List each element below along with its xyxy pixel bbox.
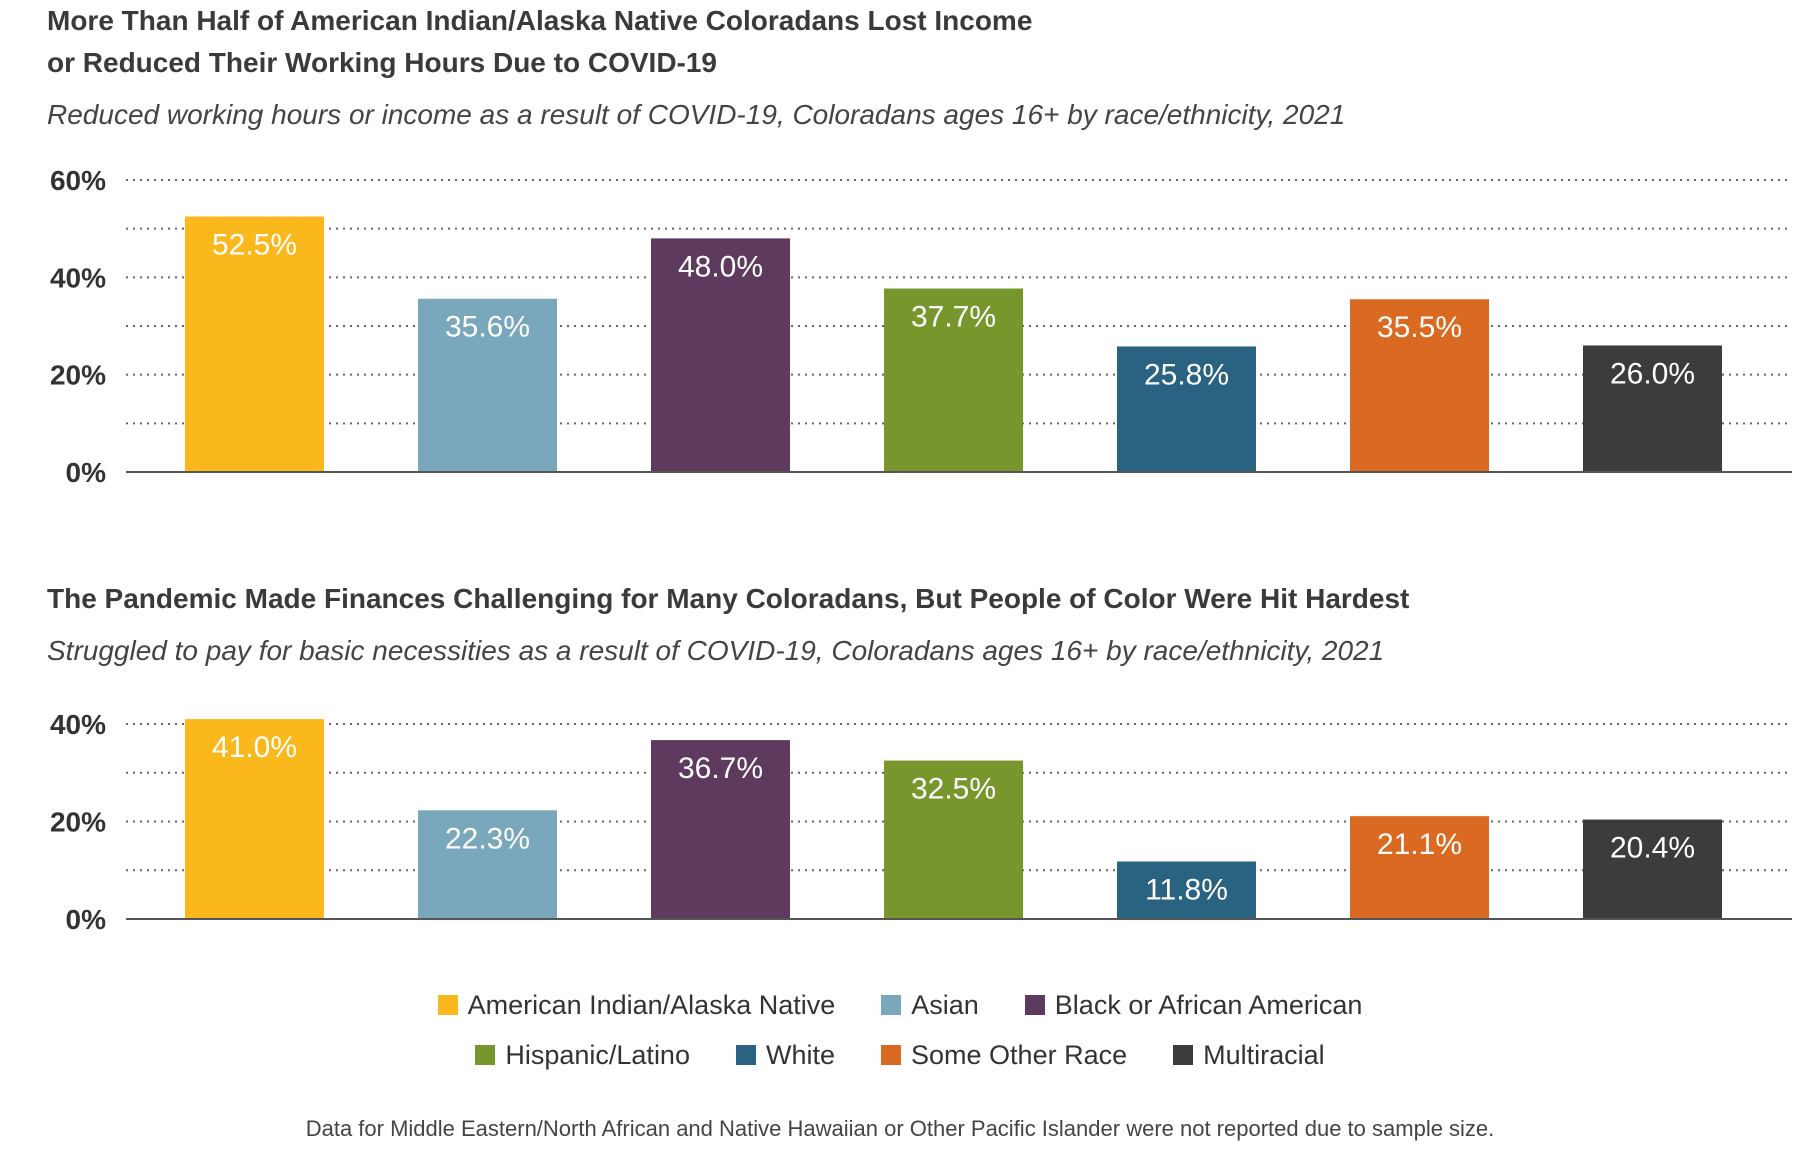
- y-tick-label: 0%: [66, 904, 107, 935]
- bar: [1117, 861, 1256, 919]
- chart2-subtitle: Struggled to pay for basic necessities a…: [47, 635, 1385, 666]
- bar-value-label: 21.1%: [1377, 828, 1462, 861]
- legend-label: Some Other Race: [911, 1039, 1128, 1070]
- bar: [185, 216, 324, 472]
- bar-value-label: 52.5%: [212, 229, 297, 262]
- legend-swatch: [1024, 995, 1045, 1015]
- legend-swatch: [437, 995, 458, 1015]
- legend-label: Hispanic/Latino: [505, 1039, 690, 1070]
- bar: [1583, 345, 1722, 472]
- bar-value-label: 41.0%: [212, 731, 297, 764]
- y-tick-label: 0%: [66, 457, 107, 488]
- legend-item: Some Other Race: [881, 1040, 1127, 1071]
- chart2-title-line1: The Pandemic Made Finances Challenging f…: [47, 583, 1410, 614]
- legend-label: White: [765, 1039, 836, 1070]
- legend-label: American Indian/Alaska Native: [467, 989, 836, 1020]
- chart1-subtitle: Reduced working hours or income as a res…: [47, 99, 1346, 130]
- y-tick-label: 60%: [50, 165, 106, 196]
- bar: [1583, 819, 1722, 919]
- bar: [651, 238, 790, 472]
- legend-item: Multiracial: [1173, 1040, 1325, 1071]
- bar-value-label: 25.8%: [1144, 358, 1229, 391]
- chart1-title-line1: More Than Half of American Indian/Alaska…: [47, 5, 1033, 36]
- legend-swatch: [881, 995, 902, 1015]
- legend-item: Hispanic/Latino: [475, 1040, 690, 1071]
- bar-value-label: 32.5%: [911, 773, 996, 806]
- legend-item: Black or African American: [1024, 989, 1363, 1021]
- bar-value-label: 37.7%: [911, 301, 996, 334]
- bar-value-label: 22.3%: [445, 822, 530, 855]
- chart2-title: The Pandemic Made Finances Challenging f…: [47, 578, 1409, 620]
- bar: [185, 719, 324, 919]
- chart2-plot: 0% 20% 40% 41.0% 22.3% 36.7% 32.5% 11.8% 21.1% 20…: [50, 709, 1792, 935]
- y-tick-label: 20%: [50, 360, 106, 391]
- bar: [884, 288, 1023, 472]
- legend-swatch: [735, 1045, 756, 1065]
- legend-item: Asian: [881, 990, 979, 1021]
- chart1-title-line2: or Reduced Their Working Hours Due to CO…: [47, 47, 718, 78]
- bar: [1350, 299, 1489, 472]
- legend-swatch: [1173, 1045, 1194, 1065]
- bar-value-label: 35.6%: [445, 311, 530, 344]
- legend-label: Black or African American: [1054, 989, 1363, 1020]
- bar-value-label: 11.8%: [1145, 873, 1228, 906]
- bar: [651, 740, 790, 919]
- bar: [418, 810, 557, 919]
- legend-swatch: [881, 1045, 902, 1065]
- chart1-title: More Than Half of American Indian/Alaska…: [47, 0, 1032, 84]
- legend-swatch: [475, 1045, 496, 1065]
- legend-label: Multiracial: [1203, 1039, 1325, 1070]
- bar: [1117, 346, 1256, 472]
- y-tick-label: 40%: [50, 262, 106, 293]
- bar-value-label: 36.7%: [678, 752, 763, 785]
- bar-value-label: 20.4%: [1610, 832, 1695, 865]
- bar-value-label: 26.0%: [1610, 357, 1695, 390]
- legend-row-1: American Indian/Alaska Native Asian Blac…: [0, 980, 1800, 1030]
- bar: [1350, 816, 1489, 919]
- legend: American Indian/Alaska Native Asian Blac…: [0, 980, 1800, 1080]
- legend-item: American Indian/Alaska Native: [437, 989, 836, 1021]
- bar-value-label: 35.5%: [1377, 311, 1462, 344]
- chart1-plot: 0% 20% 40% 60% 52.5% 35.6% 48.0% 37.7% 25.8% 35.5…: [50, 165, 1792, 488]
- legend-label: Asian: [911, 989, 979, 1020]
- legend-row-2: Hispanic/Latino White Some Other Race Mu…: [0, 1030, 1800, 1080]
- footnote: Data for Middle Eastern/North African an…: [305, 1116, 1495, 1141]
- y-tick-label: 20%: [50, 807, 106, 838]
- bar: [418, 298, 557, 472]
- legend-item: White: [735, 1039, 836, 1071]
- bar-value-label: 48.0%: [678, 250, 763, 283]
- y-tick-label: 40%: [50, 709, 106, 740]
- bar: [884, 760, 1023, 919]
